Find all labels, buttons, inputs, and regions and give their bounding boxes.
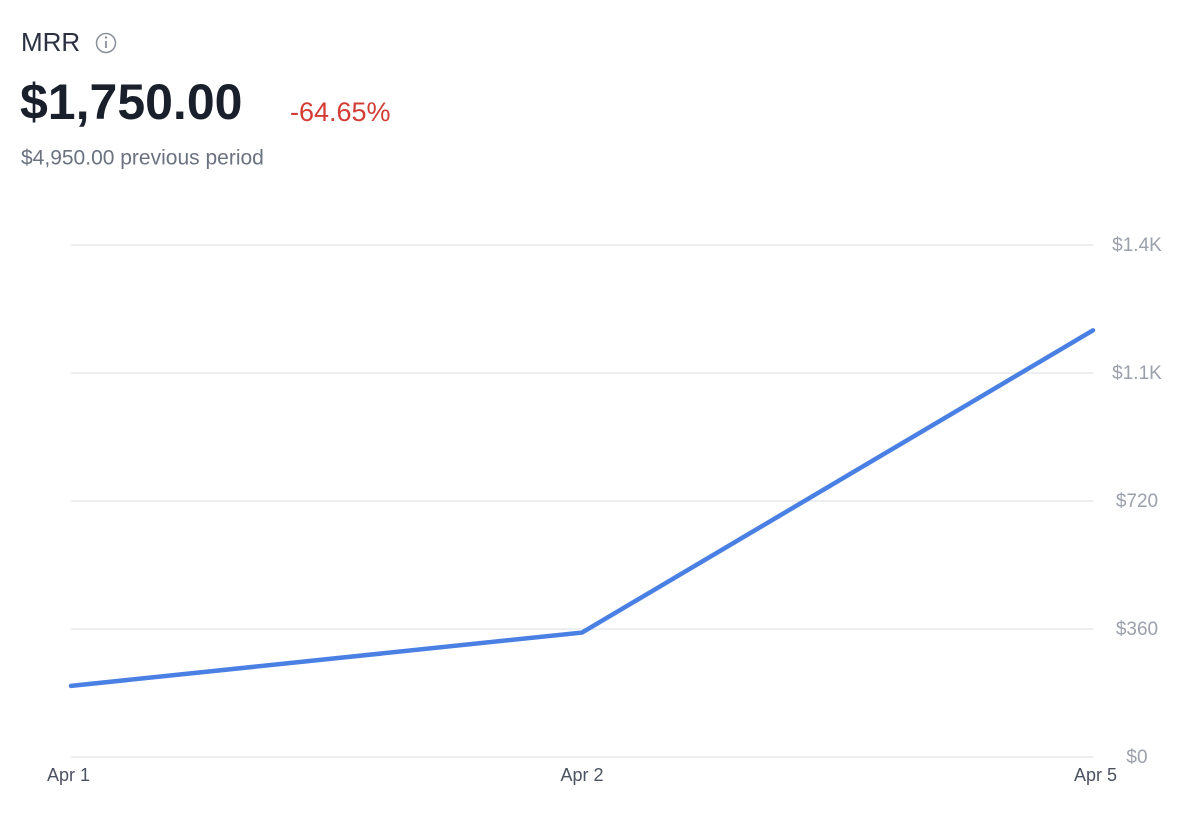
change-percent: -64.65% [290,97,391,127]
y-tick-label: $0 [1126,747,1147,768]
info-dot [104,36,108,39]
info-circle [95,32,117,54]
current-value: $1,750.00 [20,74,242,130]
y-tick-label: $360 [1116,619,1158,640]
info-icon[interactable] [95,32,117,54]
line [68,328,1096,689]
chart-title: MRR [21,27,80,57]
x-tick-label: Apr 1 [47,765,90,785]
y-tick-label: $1.4K [1112,235,1162,256]
x-tick-label: Apr 5 [1074,765,1117,785]
y-tick-label: $1.1K [1112,363,1162,384]
y-tick-label: $720 [1116,491,1158,512]
x-tick-label: Apr 2 [560,765,603,785]
previous-period: $4,950.00 previous period [21,147,264,170]
